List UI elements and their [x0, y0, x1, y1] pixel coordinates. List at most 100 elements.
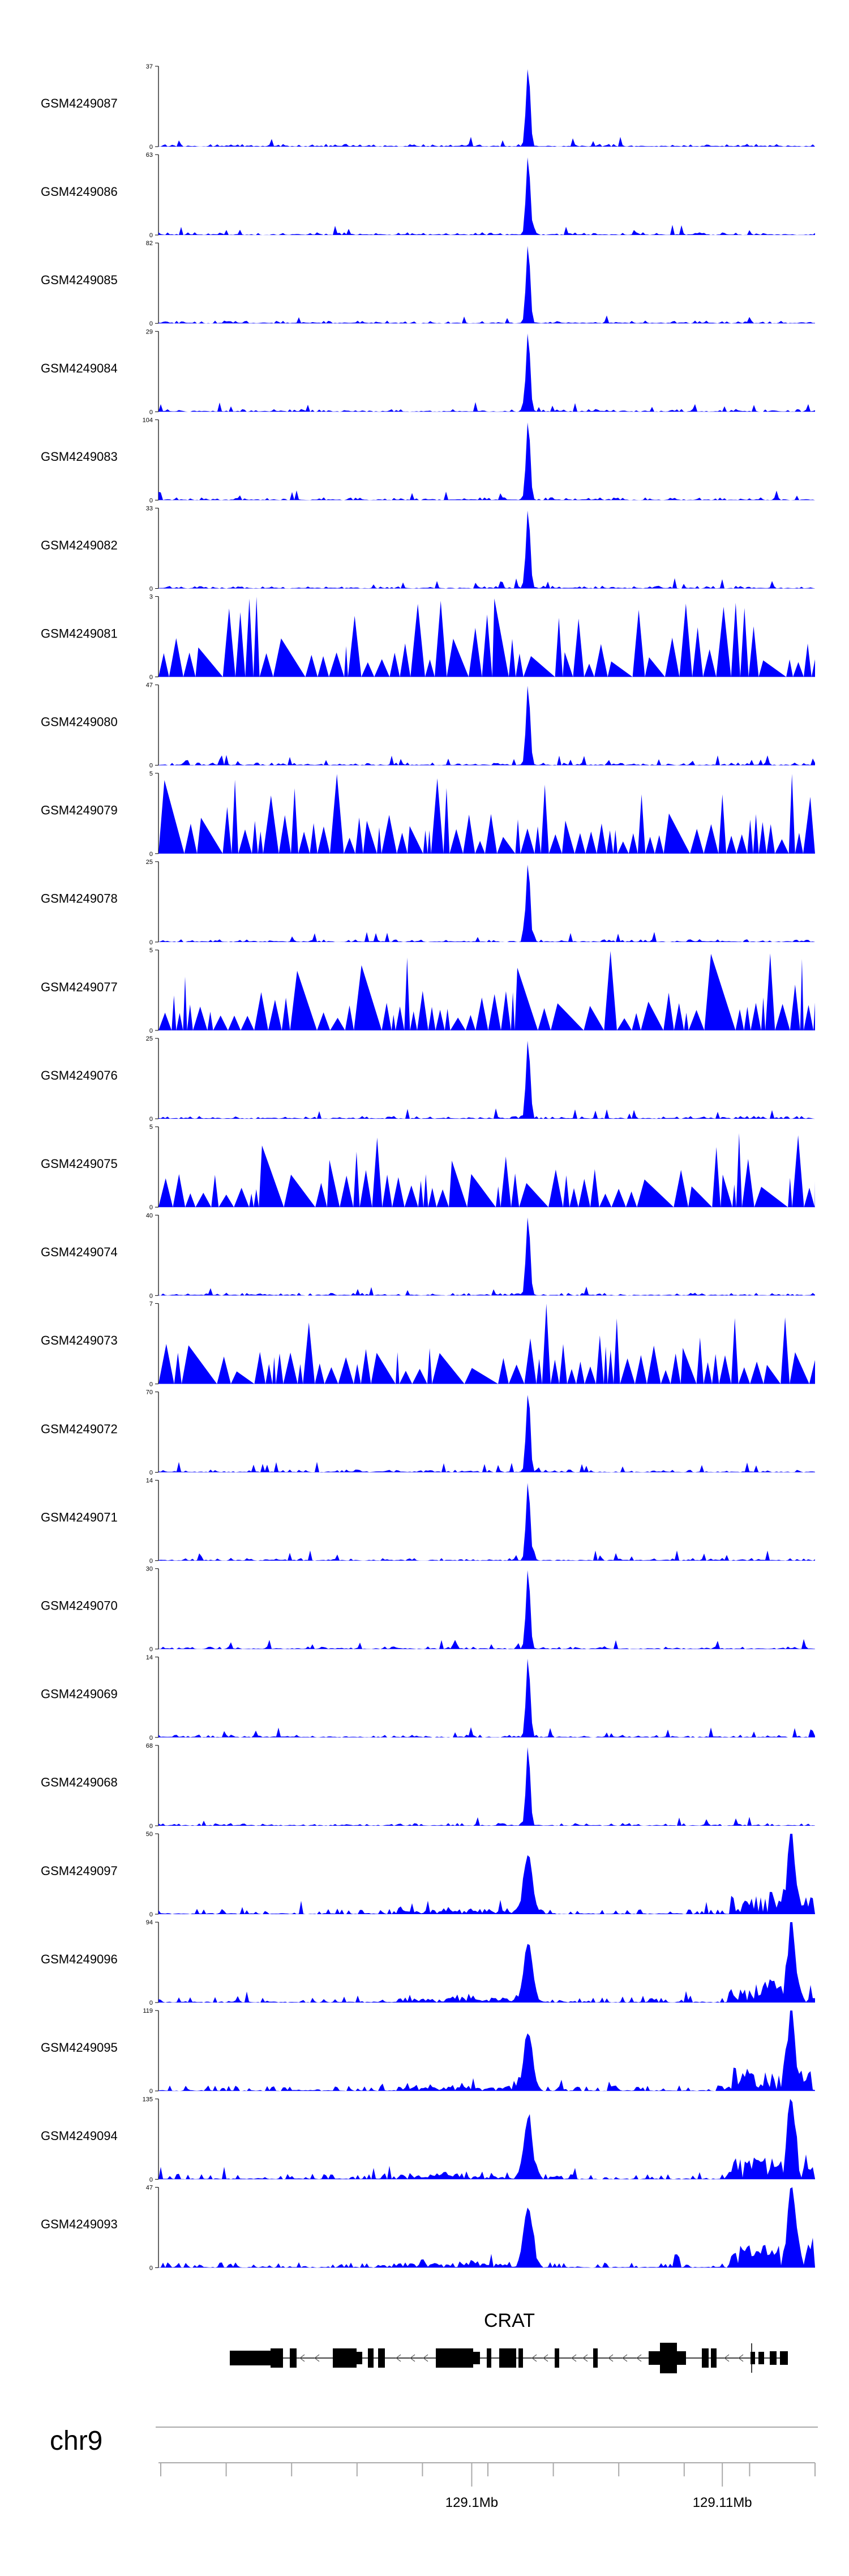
- gene-strand-arrow: [410, 2354, 415, 2362]
- track-label: GSM4249097: [41, 1864, 118, 1878]
- gene-strand-arrow: [423, 2354, 428, 2362]
- track-GSM4249083: GSM4249083 104 0: [41, 417, 815, 504]
- track-GSM4249070: GSM4249070 30 0: [41, 1566, 815, 1653]
- coverage-area: [158, 686, 815, 765]
- y-max-label: 7: [149, 1300, 153, 1307]
- track-GSM4249079: GSM4249079 5 0: [41, 771, 815, 858]
- y-min-label: 0: [149, 1558, 153, 1565]
- y-max-label: 33: [146, 506, 153, 512]
- y-max-label: 5: [149, 1124, 153, 1131]
- gene-label-crat: CRAT: [484, 2310, 535, 2331]
- track-GSM4249084: GSM4249084 29 0: [41, 328, 815, 416]
- y-max-label: 37: [146, 63, 153, 70]
- gene-exon: [436, 2348, 473, 2368]
- y-min-label: 0: [149, 1204, 153, 1211]
- track-GSM4249094: GSM4249094 135 0: [41, 2096, 815, 2183]
- coverage-area: [158, 1303, 815, 1384]
- y-min-label: 0: [149, 939, 153, 946]
- gene-exon: [290, 2348, 297, 2368]
- gene-exon: [378, 2348, 385, 2368]
- gene-strand-arrow: [582, 2354, 588, 2362]
- y-max-label: 70: [146, 1389, 153, 1396]
- y-max-label: 119: [143, 2008, 153, 2014]
- track-label: GSM4249086: [41, 185, 118, 199]
- gene-exon: [499, 2348, 516, 2368]
- gene-exon: [660, 2343, 677, 2373]
- track-label: GSM4249077: [41, 980, 118, 994]
- track-label: GSM4249073: [41, 1333, 118, 1347]
- y-max-label: 63: [146, 152, 153, 159]
- track-label: GSM4249081: [41, 626, 118, 640]
- gene-exon: [275, 2348, 283, 2368]
- y-min-label: 0: [149, 1381, 153, 1388]
- track-GSM4249080: GSM4249080 47 0: [41, 682, 815, 769]
- y-min-label: 0: [149, 1911, 153, 1918]
- gene-exon: [677, 2351, 686, 2365]
- track-GSM4249077: GSM4249077 5 0: [41, 947, 815, 1034]
- track-GSM4249075: GSM4249075 5 0: [41, 1124, 815, 1211]
- gene-strand-arrow: [299, 2354, 305, 2362]
- gene-exon: [593, 2348, 598, 2368]
- track-label: GSM4249075: [41, 1157, 118, 1171]
- coverage-area: [158, 2187, 815, 2268]
- coverage-area: [158, 1483, 815, 1561]
- coverage-area: [158, 1394, 815, 1473]
- axis-tick-label: 129.1Mb: [445, 2495, 498, 2510]
- gene-strand-arrow: [543, 2354, 548, 2362]
- track-GSM4249076: GSM4249076 25 0: [41, 1035, 815, 1123]
- y-max-label: 94: [146, 1919, 153, 1926]
- gene-track: CRAT: [230, 2310, 788, 2373]
- track-GSM4249082: GSM4249082 33 0: [41, 506, 815, 593]
- track-label: GSM4249083: [41, 450, 118, 464]
- track-GSM4249072: GSM4249072 70 0: [41, 1389, 815, 1477]
- gene-strand-arrow: [738, 2354, 744, 2362]
- y-max-label: 50: [146, 1831, 153, 1838]
- gene-strand-arrow: [608, 2354, 614, 2362]
- gene-exon: [770, 2351, 777, 2365]
- track-label: GSM4249078: [41, 892, 118, 906]
- gene-exon: [702, 2348, 709, 2368]
- y-min-label: 0: [149, 2000, 153, 2006]
- axis-major-ticks: 129.1Mb 129.11Mb: [445, 2463, 752, 2510]
- coverage-area: [158, 333, 815, 412]
- gene-exon: [333, 2348, 357, 2368]
- track-label: GSM4249080: [41, 715, 118, 729]
- track-GSM4249078: GSM4249078 25 0: [41, 859, 815, 946]
- track-label: GSM4249069: [41, 1687, 118, 1701]
- track-GSM4249093: GSM4249093 47 0: [41, 2184, 815, 2271]
- y-max-label: 29: [146, 328, 153, 335]
- coverage-area: [158, 1747, 815, 1826]
- coverage-area: [158, 2010, 815, 2091]
- coverage-area: [158, 774, 815, 854]
- coverage-area: [158, 1133, 815, 1208]
- coverage-area: [158, 865, 815, 942]
- y-min-label: 0: [149, 497, 153, 504]
- coverage-tracks: GSM4249087370GSM4249086630GSM4249085820G…: [41, 63, 815, 2271]
- gene-exon: [555, 2348, 559, 2368]
- y-min-label: 0: [149, 144, 153, 151]
- track-GSM4249086: GSM4249086 63 0: [41, 152, 815, 239]
- track-label: GSM4249074: [41, 1245, 118, 1259]
- genomic-coordinate-axis: 129.1Mb 129.11Mb: [158, 2462, 816, 2510]
- coverage-area: [158, 246, 815, 324]
- y-min-label: 0: [149, 763, 153, 769]
- track-label: GSM4249087: [41, 96, 118, 110]
- gene-strand-arrow: [724, 2354, 730, 2362]
- y-max-label: 25: [146, 859, 153, 866]
- coverage-area: [158, 1217, 815, 1296]
- gene-exon: [780, 2351, 788, 2365]
- gene-exon: [230, 2351, 271, 2365]
- track-label: GSM4249096: [41, 1952, 118, 1966]
- y-min-label: 0: [149, 1823, 153, 1830]
- gene-strand-arrow: [571, 2354, 577, 2362]
- coverage-area: [158, 1658, 815, 1738]
- y-max-label: 5: [149, 947, 153, 954]
- y-max-label: 14: [146, 1654, 153, 1661]
- track-GSM4249068: GSM4249068 68 0: [41, 1743, 815, 1830]
- track-GSM4249081: GSM4249081 3 0: [41, 594, 815, 681]
- coverage-area: [158, 422, 815, 500]
- y-min-label: 0: [149, 851, 153, 858]
- y-max-label: 14: [146, 1478, 153, 1484]
- gene-strand-arrow: [622, 2354, 628, 2362]
